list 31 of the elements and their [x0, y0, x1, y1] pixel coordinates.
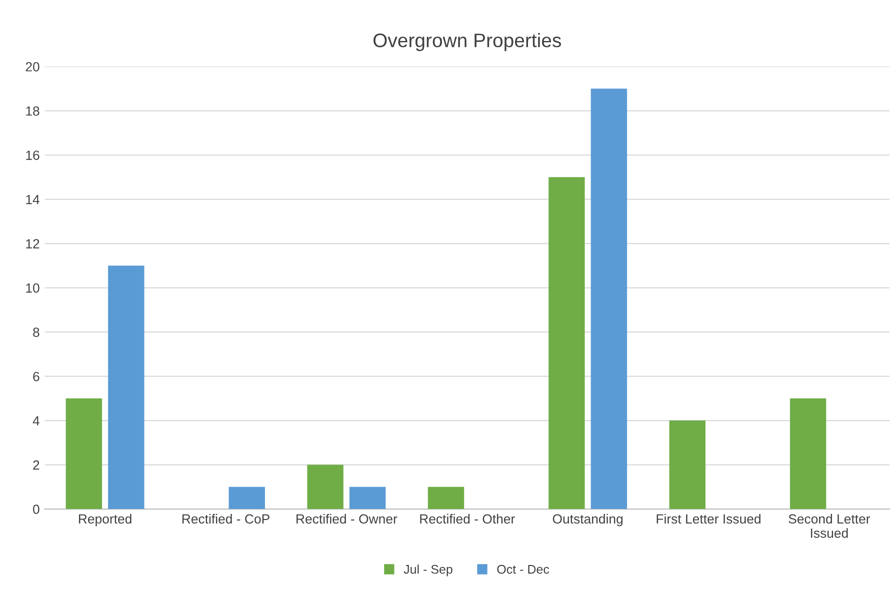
y-tick-label: 8	[33, 328, 40, 337]
bar	[108, 266, 144, 510]
bar	[548, 177, 585, 510]
y-tick-label: 20	[26, 62, 40, 72]
x-tick-label: Rectified - Owner	[296, 514, 398, 524]
y-tick-label: 18	[26, 106, 40, 116]
x-tick-label: Second Letter Issued	[788, 514, 870, 538]
y-tick-label: 10	[26, 283, 40, 293]
y-tick-label: 4	[32, 416, 40, 426]
x-tick-label: First Letter Issued	[656, 514, 760, 524]
bar	[790, 398, 826, 510]
bar	[307, 464, 344, 510]
y-tick-label: 16	[26, 150, 40, 160]
bar	[590, 88, 628, 510]
legend-label: Jul - Sep	[404, 564, 452, 576]
x-tick-label: Rectified - CoP	[182, 514, 270, 524]
bar	[349, 486, 386, 510]
bar	[66, 398, 102, 510]
bar	[428, 486, 464, 510]
legend-label: Oct - Dec	[497, 564, 550, 574]
chart-title: Overgrown Properties	[373, 32, 561, 52]
y-tick-label: 0	[33, 504, 40, 514]
x-tick-label: Rectified - Other	[420, 514, 515, 524]
y-tick-label: 14	[26, 194, 40, 204]
x-tick-label: Outstanding	[552, 514, 623, 526]
bar	[228, 486, 265, 510]
y-tick-label: 6	[33, 372, 40, 382]
y-tick-label: 12	[26, 239, 40, 248]
bar	[669, 420, 706, 510]
x-tick-label: Reported	[78, 514, 132, 526]
y-tick-label: 2	[33, 460, 40, 470]
